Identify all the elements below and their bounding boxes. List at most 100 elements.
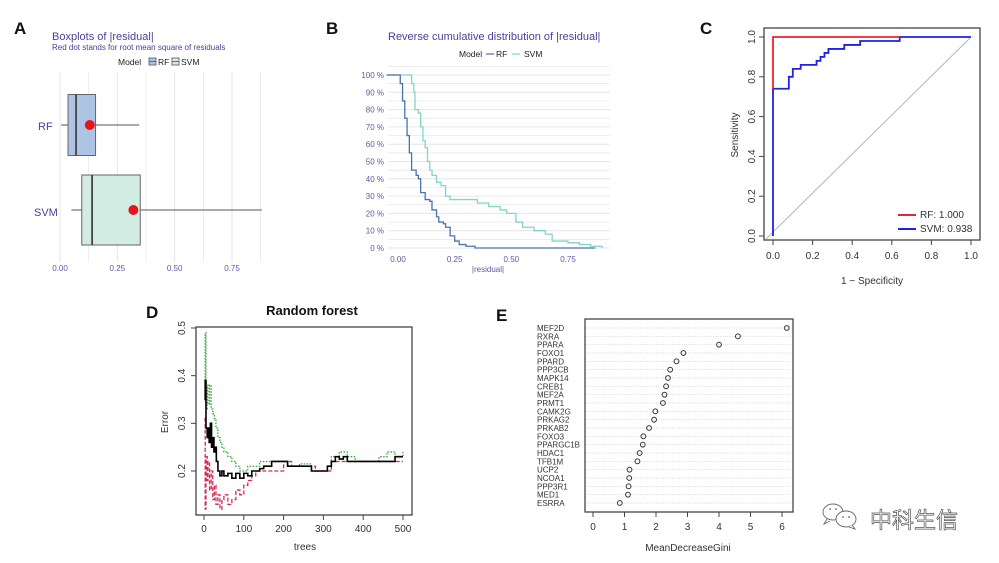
e-row: NCOA1 bbox=[537, 474, 791, 483]
watermark: 中科生信 bbox=[822, 503, 958, 533]
e-point bbox=[783, 325, 790, 331]
e-row-label: PPARGC1B bbox=[537, 441, 580, 450]
c-ytick-label: 0.6 bbox=[747, 109, 758, 123]
b-ytick-label: 0 % bbox=[370, 244, 384, 253]
b-line-svm bbox=[386, 74, 603, 248]
e-point bbox=[735, 333, 741, 340]
c-frame bbox=[763, 27, 981, 241]
e-row-label: MAPK14 bbox=[537, 374, 569, 383]
d-xtick-label: 400 bbox=[355, 524, 372, 535]
b-ytick-label: 30 % bbox=[366, 192, 384, 201]
e-xtick-label: 0 bbox=[590, 522, 596, 533]
b-ytick-label: 40 % bbox=[366, 175, 384, 184]
b-ytick-label: 70 % bbox=[366, 123, 384, 132]
e-row-label: PRKAB2 bbox=[537, 424, 569, 433]
d-xlabel: trees bbox=[294, 542, 316, 553]
b-ytick-label: 90 % bbox=[366, 88, 384, 97]
e-row: PPP3R1 bbox=[537, 482, 791, 491]
b-ytick-label: 80 % bbox=[366, 106, 384, 115]
panel-label-e: E bbox=[496, 306, 507, 325]
e-row-label: FOXO1 bbox=[537, 349, 565, 358]
e-row: RXRA bbox=[537, 332, 791, 341]
d-ytick-label: 0.5 bbox=[177, 321, 188, 335]
panel-e-variable-importance: MEF2DRXRAPPARAFOXO1PPARDPPP3CBMAPK14CREB… bbox=[537, 318, 794, 554]
e-row: MAPK14 bbox=[537, 374, 791, 383]
d-ytick-label: 0.4 bbox=[177, 368, 188, 382]
e-row: MEF2A bbox=[537, 391, 791, 400]
e-row: ESRRA bbox=[537, 499, 791, 508]
e-row-label: HDAC1 bbox=[537, 449, 565, 458]
a-legend-key-svm bbox=[171, 57, 180, 66]
a-xtick-label: 0.75 bbox=[224, 264, 240, 273]
panel-c-roc: 0.0 0.2 0.4 0.6 0.8 1.0 0.0 0.2 0.4 0.6 0.8 1.0 1 −… bbox=[730, 27, 981, 287]
c-xtick-label: 0.4 bbox=[845, 251, 859, 262]
e-row-label: MED1 bbox=[537, 491, 560, 500]
panel-d-random-forest-error: Random forest 0 100 200 300 400 500 0.2 0.3 0.4 0… bbox=[160, 303, 413, 553]
a-xtick-label: 0.00 bbox=[52, 264, 68, 273]
b-ytick-label: 60 % bbox=[366, 140, 384, 149]
d-xtick-label: 0 bbox=[201, 524, 207, 535]
d-line-class2 bbox=[204, 417, 403, 510]
e-row: HDAC1 bbox=[537, 449, 791, 458]
b-xlabel: |residual| bbox=[472, 265, 504, 274]
e-frame bbox=[584, 318, 794, 513]
e-point bbox=[625, 483, 632, 490]
panel-label-c: C bbox=[700, 19, 712, 38]
c-ylabel: Sensitivity bbox=[730, 112, 741, 157]
e-row: PPARA bbox=[537, 341, 791, 350]
e-row-label: CREB1 bbox=[537, 382, 564, 391]
c-ytick-label: 0.0 bbox=[747, 229, 758, 243]
e-point bbox=[626, 475, 633, 481]
c-ytick-label: 0.2 bbox=[747, 189, 758, 203]
e-xtick-label: 1 bbox=[622, 522, 628, 533]
watermark-text: 中科生信 bbox=[870, 508, 958, 533]
panel-a-boxplot: Boxplots of |residual| Red dot stands fo… bbox=[34, 31, 262, 273]
c-xtick-label: 0.6 bbox=[885, 251, 899, 262]
e-row: PPP3CB bbox=[537, 366, 791, 375]
panel-label-b: B bbox=[326, 19, 338, 38]
e-row: PPARGC1B bbox=[537, 441, 791, 450]
d-title: Random forest bbox=[266, 303, 358, 318]
c-ytick-label: 0.8 bbox=[747, 69, 758, 83]
b-legend-rf: RF bbox=[496, 49, 507, 59]
e-row-label: PPARA bbox=[537, 341, 564, 350]
e-point bbox=[640, 433, 647, 440]
c-roc-rf bbox=[772, 36, 900, 89]
a-box-rf bbox=[61, 94, 140, 156]
e-row-label: MEF2D bbox=[537, 324, 564, 333]
c-xtick-label: 0.0 bbox=[766, 251, 780, 262]
e-row: FOXO3 bbox=[537, 432, 791, 441]
d-ylabel: Error bbox=[160, 410, 171, 433]
a-subtitle: Red dot stands for root mean square of r… bbox=[52, 43, 225, 52]
e-point bbox=[634, 458, 641, 465]
b-xtick-label: 0.25 bbox=[447, 255, 463, 264]
e-row-label: MEF2A bbox=[537, 391, 564, 400]
panel-label-a: A bbox=[14, 19, 26, 38]
e-xtick-label: 4 bbox=[716, 522, 722, 533]
a-title: Boxplots of |residual| bbox=[52, 31, 154, 43]
e-row: PRKAG2 bbox=[537, 416, 791, 425]
a-legend: Model RF SVM bbox=[118, 57, 199, 67]
e-row: CAMK2G bbox=[537, 407, 791, 416]
e-row-label: FOXO3 bbox=[537, 432, 565, 441]
e-row-label: CAMK2G bbox=[537, 407, 571, 416]
e-row-label: TFB1M bbox=[537, 457, 564, 466]
e-point bbox=[680, 350, 687, 356]
e-row: FOXO1 bbox=[537, 349, 791, 358]
d-frame bbox=[195, 326, 413, 516]
e-row-label: PRKAG2 bbox=[537, 416, 570, 425]
a-rmse-dot bbox=[128, 205, 139, 215]
b-title: Reverse cumulative distribution of |resi… bbox=[388, 31, 600, 43]
e-point bbox=[626, 466, 633, 473]
e-row-label: ESRRA bbox=[537, 499, 565, 508]
e-row: PRMT1 bbox=[537, 399, 791, 408]
e-point bbox=[667, 366, 674, 373]
e-point bbox=[652, 408, 659, 415]
b-legend-svm: SVM bbox=[524, 49, 542, 59]
e-point bbox=[673, 358, 680, 365]
e-point bbox=[660, 400, 666, 406]
e-point bbox=[651, 416, 658, 423]
a-xtick-label: 0.50 bbox=[167, 264, 183, 273]
b-legend: Model RF SVM bbox=[459, 49, 542, 59]
